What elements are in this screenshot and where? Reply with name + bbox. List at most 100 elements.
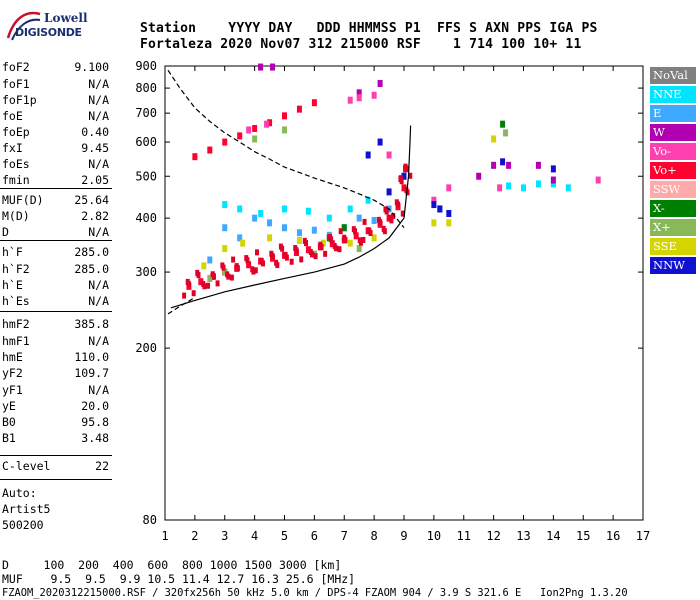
point-nne: [258, 209, 264, 217]
point-e: [222, 224, 228, 232]
param-key: yE: [2, 399, 16, 413]
y-tick-label: 400: [135, 211, 157, 225]
header-line1: Station YYYY DAY DDD HHMMSS P1 FFS S AXN…: [140, 21, 598, 36]
param-key: MUF(D): [2, 193, 44, 207]
profile-dashed-low-line: [167, 296, 196, 315]
point-voplus: [231, 256, 236, 263]
point-voplus: [182, 292, 187, 299]
param-value: 109.7: [74, 366, 109, 380]
point-voplus: [289, 258, 294, 265]
point-xplus: [503, 129, 509, 137]
param-separator: [0, 311, 112, 312]
legend-item-w: W: [650, 124, 696, 141]
param-foep: foEp 0.40: [2, 125, 109, 141]
param-key: fxI: [2, 141, 23, 155]
point-voplus: [252, 124, 258, 132]
point-xplus: [207, 274, 213, 282]
param-value: N/A: [88, 334, 109, 348]
param-value: 25.64: [74, 193, 109, 207]
point-voplus: [362, 218, 367, 225]
param-hf2: h`F2 285.0: [2, 262, 109, 278]
x-tick-label: 5: [281, 529, 288, 543]
point-vominus: [497, 184, 503, 192]
param-key: foF1p: [2, 93, 37, 107]
point-voplus: [192, 153, 198, 161]
point-w: [377, 79, 383, 87]
point-voplus: [313, 253, 318, 260]
param-he: h`E N/A: [2, 278, 109, 294]
point-sse: [371, 234, 377, 242]
point-voplus: [222, 138, 228, 146]
param-ye: yE 20.0: [2, 399, 109, 415]
point-voplus: [278, 243, 283, 250]
point-nne: [305, 207, 311, 215]
param-value: 95.8: [81, 415, 109, 429]
y-tick-label: 80: [143, 513, 157, 527]
point-voplus: [198, 278, 204, 286]
param-key: B1: [2, 431, 16, 445]
point-nne: [237, 205, 243, 213]
point-voplus: [293, 245, 298, 252]
point-voplus: [404, 187, 409, 194]
point-nnw: [377, 138, 383, 146]
param-value: N/A: [88, 109, 109, 123]
point-xplus: [222, 268, 228, 276]
point-w: [258, 63, 264, 71]
point-voplus: [388, 215, 393, 222]
legend-item-ssw: SSW: [650, 181, 696, 198]
param-key: fmin: [2, 173, 30, 187]
point-voplus: [332, 242, 337, 249]
x-tick-label: 10: [427, 529, 441, 543]
point-nnw: [550, 165, 556, 173]
param-key: h`F2: [2, 262, 30, 276]
x-tick-label: 14: [546, 529, 560, 543]
logo-swirl-icon: [6, 11, 41, 41]
point-voplus: [353, 232, 359, 240]
param-value: 20.0: [81, 399, 109, 413]
param-separator: [0, 455, 112, 456]
point-voplus: [283, 252, 288, 259]
point-sse: [347, 239, 353, 247]
point-w: [535, 161, 541, 169]
y-tick-label: 300: [135, 265, 157, 279]
y-tick-label: 500: [135, 169, 157, 183]
param-value: N/A: [88, 294, 109, 308]
point-xminus: [341, 224, 347, 232]
x-tick-label: 8: [371, 529, 378, 543]
x-tick-label: 12: [486, 529, 500, 543]
param-value: 3.48: [81, 431, 109, 445]
point-w: [356, 89, 362, 97]
point-w: [506, 161, 512, 169]
point-voplus: [311, 99, 317, 107]
point-nnw: [437, 205, 443, 213]
point-e: [207, 256, 213, 264]
point-sse: [320, 239, 326, 247]
y-tick-label: 600: [135, 135, 157, 149]
point-vominus: [347, 96, 353, 104]
point-voplus: [195, 269, 200, 276]
param-foe: foE N/A: [2, 109, 109, 125]
y-tick-label: 200: [135, 341, 157, 355]
point-nnw: [500, 158, 506, 166]
legend-item-voplus: Vo+: [650, 162, 696, 179]
param-hmf1: hmF1 N/A: [2, 334, 109, 350]
point-vominus: [264, 120, 270, 128]
point-voplus: [337, 246, 342, 253]
point-voplus: [305, 246, 311, 254]
point-e: [252, 214, 258, 222]
param-hmf2: hmF2 385.8: [2, 317, 109, 333]
x-tick-label: 9: [400, 529, 407, 543]
point-sse: [431, 219, 437, 227]
point-voplus: [274, 259, 279, 266]
point-voplus: [237, 132, 243, 140]
point-voplus: [296, 105, 302, 113]
point-w: [270, 63, 276, 71]
point-e: [311, 226, 317, 234]
param-value: N/A: [88, 77, 109, 91]
x-tick-label: 3: [221, 529, 228, 543]
profile-solid-line: [170, 125, 412, 309]
param-key: foF2: [2, 60, 30, 74]
point-voplus: [338, 228, 343, 235]
point-xminus: [500, 120, 506, 128]
